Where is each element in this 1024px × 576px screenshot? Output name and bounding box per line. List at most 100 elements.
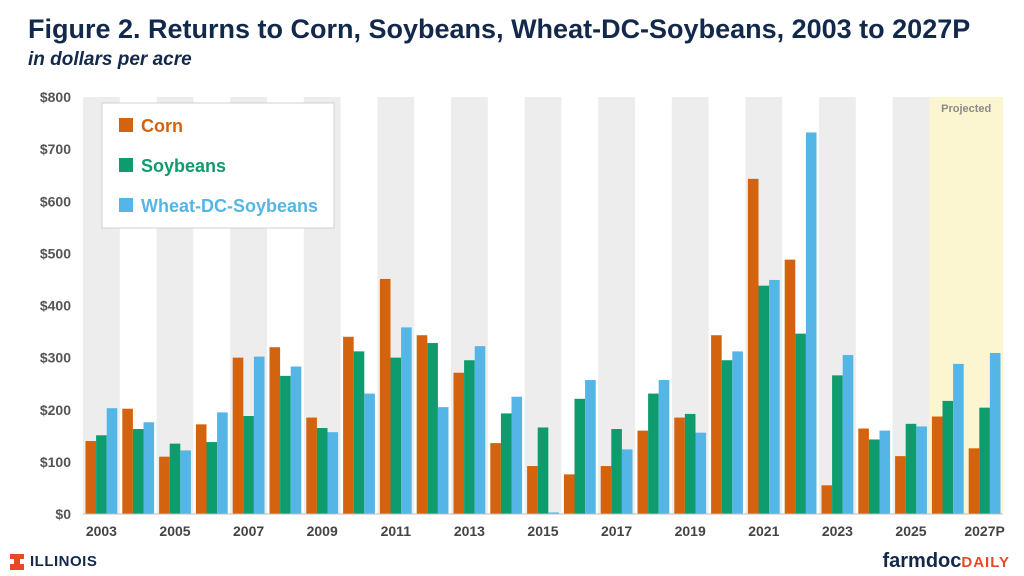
corn-bar — [931, 416, 943, 514]
x-tick-label: 2005 — [159, 523, 190, 539]
legend-label: Wheat-DC-Soybeans — [141, 196, 318, 216]
wheat-dc-soybeans-bar — [769, 279, 780, 514]
corn-bar — [563, 474, 575, 514]
x-tick-label: 2003 — [86, 523, 117, 539]
wheat-dc-soybeans-bar — [290, 366, 302, 514]
legend-box — [101, 102, 335, 229]
wheat-dc-soybeans-bar — [106, 408, 118, 514]
corn-bar — [343, 336, 354, 514]
soybeans-bar — [280, 375, 291, 514]
farmdoc-logo-text: farmdoc — [882, 550, 962, 572]
wheat-dc-soybeans-bar — [658, 380, 670, 514]
soybeans-bar — [832, 375, 843, 514]
soybeans-bar — [574, 398, 586, 514]
x-tick-label: 2027P — [964, 523, 1004, 539]
corn-bar — [711, 335, 722, 514]
corn-bar — [122, 408, 133, 514]
y-tick-label: $300 — [40, 350, 71, 366]
wheat-dc-soybeans-bar — [511, 396, 523, 514]
wheat-dc-soybeans-bar — [401, 327, 412, 514]
corn-bar — [674, 417, 685, 514]
y-tick-label: $0 — [55, 506, 71, 522]
soybeans-bar — [500, 413, 512, 514]
wheat-dc-soybeans-bar — [732, 351, 743, 514]
legend-swatch — [119, 158, 133, 172]
soybeans-bar — [353, 351, 365, 514]
y-tick-label: $100 — [40, 454, 71, 470]
soybeans-bar — [132, 429, 144, 514]
corn-bar — [821, 485, 833, 514]
soybeans-bar — [684, 413, 696, 514]
x-tick-label: 2015 — [527, 523, 558, 539]
corn-bar — [895, 456, 906, 514]
y-tick-label: $500 — [40, 245, 71, 261]
soybeans-bar — [721, 360, 733, 514]
y-tick-label: $400 — [40, 298, 71, 314]
wheat-dc-soybeans-bar — [474, 346, 486, 514]
corn-bar — [527, 466, 538, 514]
x-tick-label: 2017 — [601, 523, 632, 539]
y-tick-label: $800 — [40, 89, 71, 105]
wheat-dc-soybeans-bar — [548, 512, 559, 514]
wheat-dc-soybeans-bar — [217, 412, 228, 514]
corn-bar — [637, 430, 649, 514]
wheat-dc-soybeans-bar — [180, 450, 191, 514]
legend-swatch — [119, 198, 133, 212]
legend-swatch — [119, 118, 133, 132]
soybeans-bar — [206, 442, 218, 514]
soybeans-bar — [905, 423, 917, 514]
corn-bar — [416, 335, 428, 514]
soybeans-bar — [169, 443, 181, 514]
farmdoc-logo: farmdocDAILY — [882, 550, 1010, 573]
wheat-dc-soybeans-bar — [842, 355, 854, 514]
y-tick-label: $700 — [40, 141, 71, 157]
soybeans-bar — [96, 435, 107, 514]
soybeans-bar — [868, 439, 880, 514]
x-tick-label: 2013 — [454, 523, 485, 539]
y-tick-label: $600 — [40, 193, 71, 209]
wheat-dc-soybeans-bar — [879, 430, 891, 514]
x-tick-label: 2025 — [895, 523, 926, 539]
chart-title: Figure 2. Returns to Corn, Soybeans, Whe… — [28, 14, 971, 44]
y-tick-label: $200 — [40, 402, 71, 418]
soybeans-bar — [648, 393, 659, 514]
wheat-dc-soybeans-bar — [695, 432, 707, 514]
soybeans-bar — [758, 285, 770, 514]
wheat-dc-soybeans-bar — [143, 422, 155, 514]
corn-bar — [784, 259, 796, 514]
legend-label: Soybeans — [141, 156, 226, 176]
corn-bar — [269, 347, 281, 514]
soybeans-bar — [537, 427, 549, 514]
x-tick-label: 2023 — [822, 523, 853, 539]
projected-label: Projected — [941, 103, 991, 115]
soybeans-bar — [611, 429, 622, 514]
soybeans-bar — [390, 357, 402, 514]
corn-bar — [159, 456, 170, 514]
wheat-dc-soybeans-bar — [805, 132, 817, 514]
wheat-dc-soybeans-bar — [621, 449, 633, 514]
wheat-dc-soybeans-bar — [364, 393, 375, 514]
corn-bar — [306, 417, 317, 514]
block-i-icon — [10, 553, 24, 570]
illinois-logo: ILLINOIS — [10, 553, 97, 570]
soybeans-bar — [979, 407, 990, 514]
wheat-dc-soybeans-bar — [953, 363, 964, 514]
wheat-dc-soybeans-bar — [437, 407, 449, 514]
wheat-dc-soybeans-bar — [916, 426, 927, 514]
corn-bar — [232, 357, 244, 514]
x-tick-label: 2011 — [381, 523, 412, 539]
x-tick-label: 2021 — [748, 523, 779, 539]
daily-logo-text: DAILY — [961, 554, 1010, 571]
soybeans-bar — [243, 416, 254, 514]
wheat-dc-soybeans-bar — [585, 380, 596, 514]
x-tick-label: 2007 — [233, 523, 264, 539]
corn-bar — [379, 278, 391, 514]
corn-bar — [858, 428, 869, 514]
corn-bar — [600, 466, 612, 514]
soybeans-bar — [316, 427, 328, 514]
illinois-logo-text: ILLINOIS — [30, 553, 98, 570]
wheat-dc-soybeans-bar — [327, 432, 339, 514]
soybeans-bar — [427, 343, 438, 514]
x-tick-label: 2009 — [307, 523, 338, 539]
